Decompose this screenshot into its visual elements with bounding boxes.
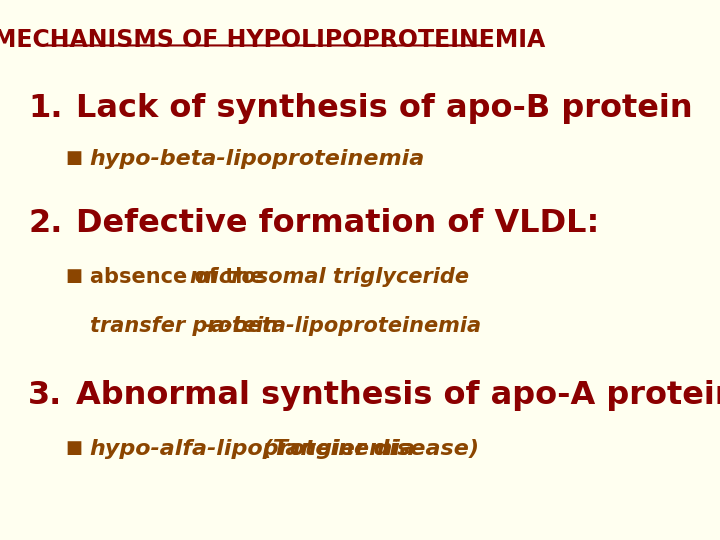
Text: Defective formation of VLDL:: Defective formation of VLDL: [76, 208, 600, 239]
Text: 1.: 1. [28, 93, 63, 124]
Text: microsomal triglyceride: microsomal triglyceride [190, 267, 469, 287]
Text: 3.: 3. [28, 380, 63, 411]
Text: transfer protein: transfer protein [90, 316, 278, 336]
Text: Lack of synthesis of apo-B protein: Lack of synthesis of apo-B protein [76, 93, 693, 124]
Text: (Tangier disease): (Tangier disease) [255, 439, 479, 459]
Text: ■: ■ [66, 267, 83, 285]
Text: absence of the: absence of the [90, 267, 271, 287]
Text: Abnormal synthesis of apo-A protein: Abnormal synthesis of apo-A protein [76, 380, 720, 411]
Text: hypo-beta-lipoproteinemia: hypo-beta-lipoproteinemia [90, 149, 425, 169]
Text: ■: ■ [66, 439, 83, 457]
Text: ■: ■ [66, 149, 83, 167]
Text: MECHANISMS OF HYPOLIPOPROTEINEMIA: MECHANISMS OF HYPOLIPOPROTEINEMIA [0, 28, 545, 52]
Text: hypo-alfa-lipoproteinemia: hypo-alfa-lipoproteinemia [90, 439, 415, 459]
Text: 2.: 2. [28, 208, 63, 239]
Text: a-beta-lipoproteinemia: a-beta-lipoproteinemia [210, 316, 482, 336]
Text: –: – [196, 316, 221, 336]
